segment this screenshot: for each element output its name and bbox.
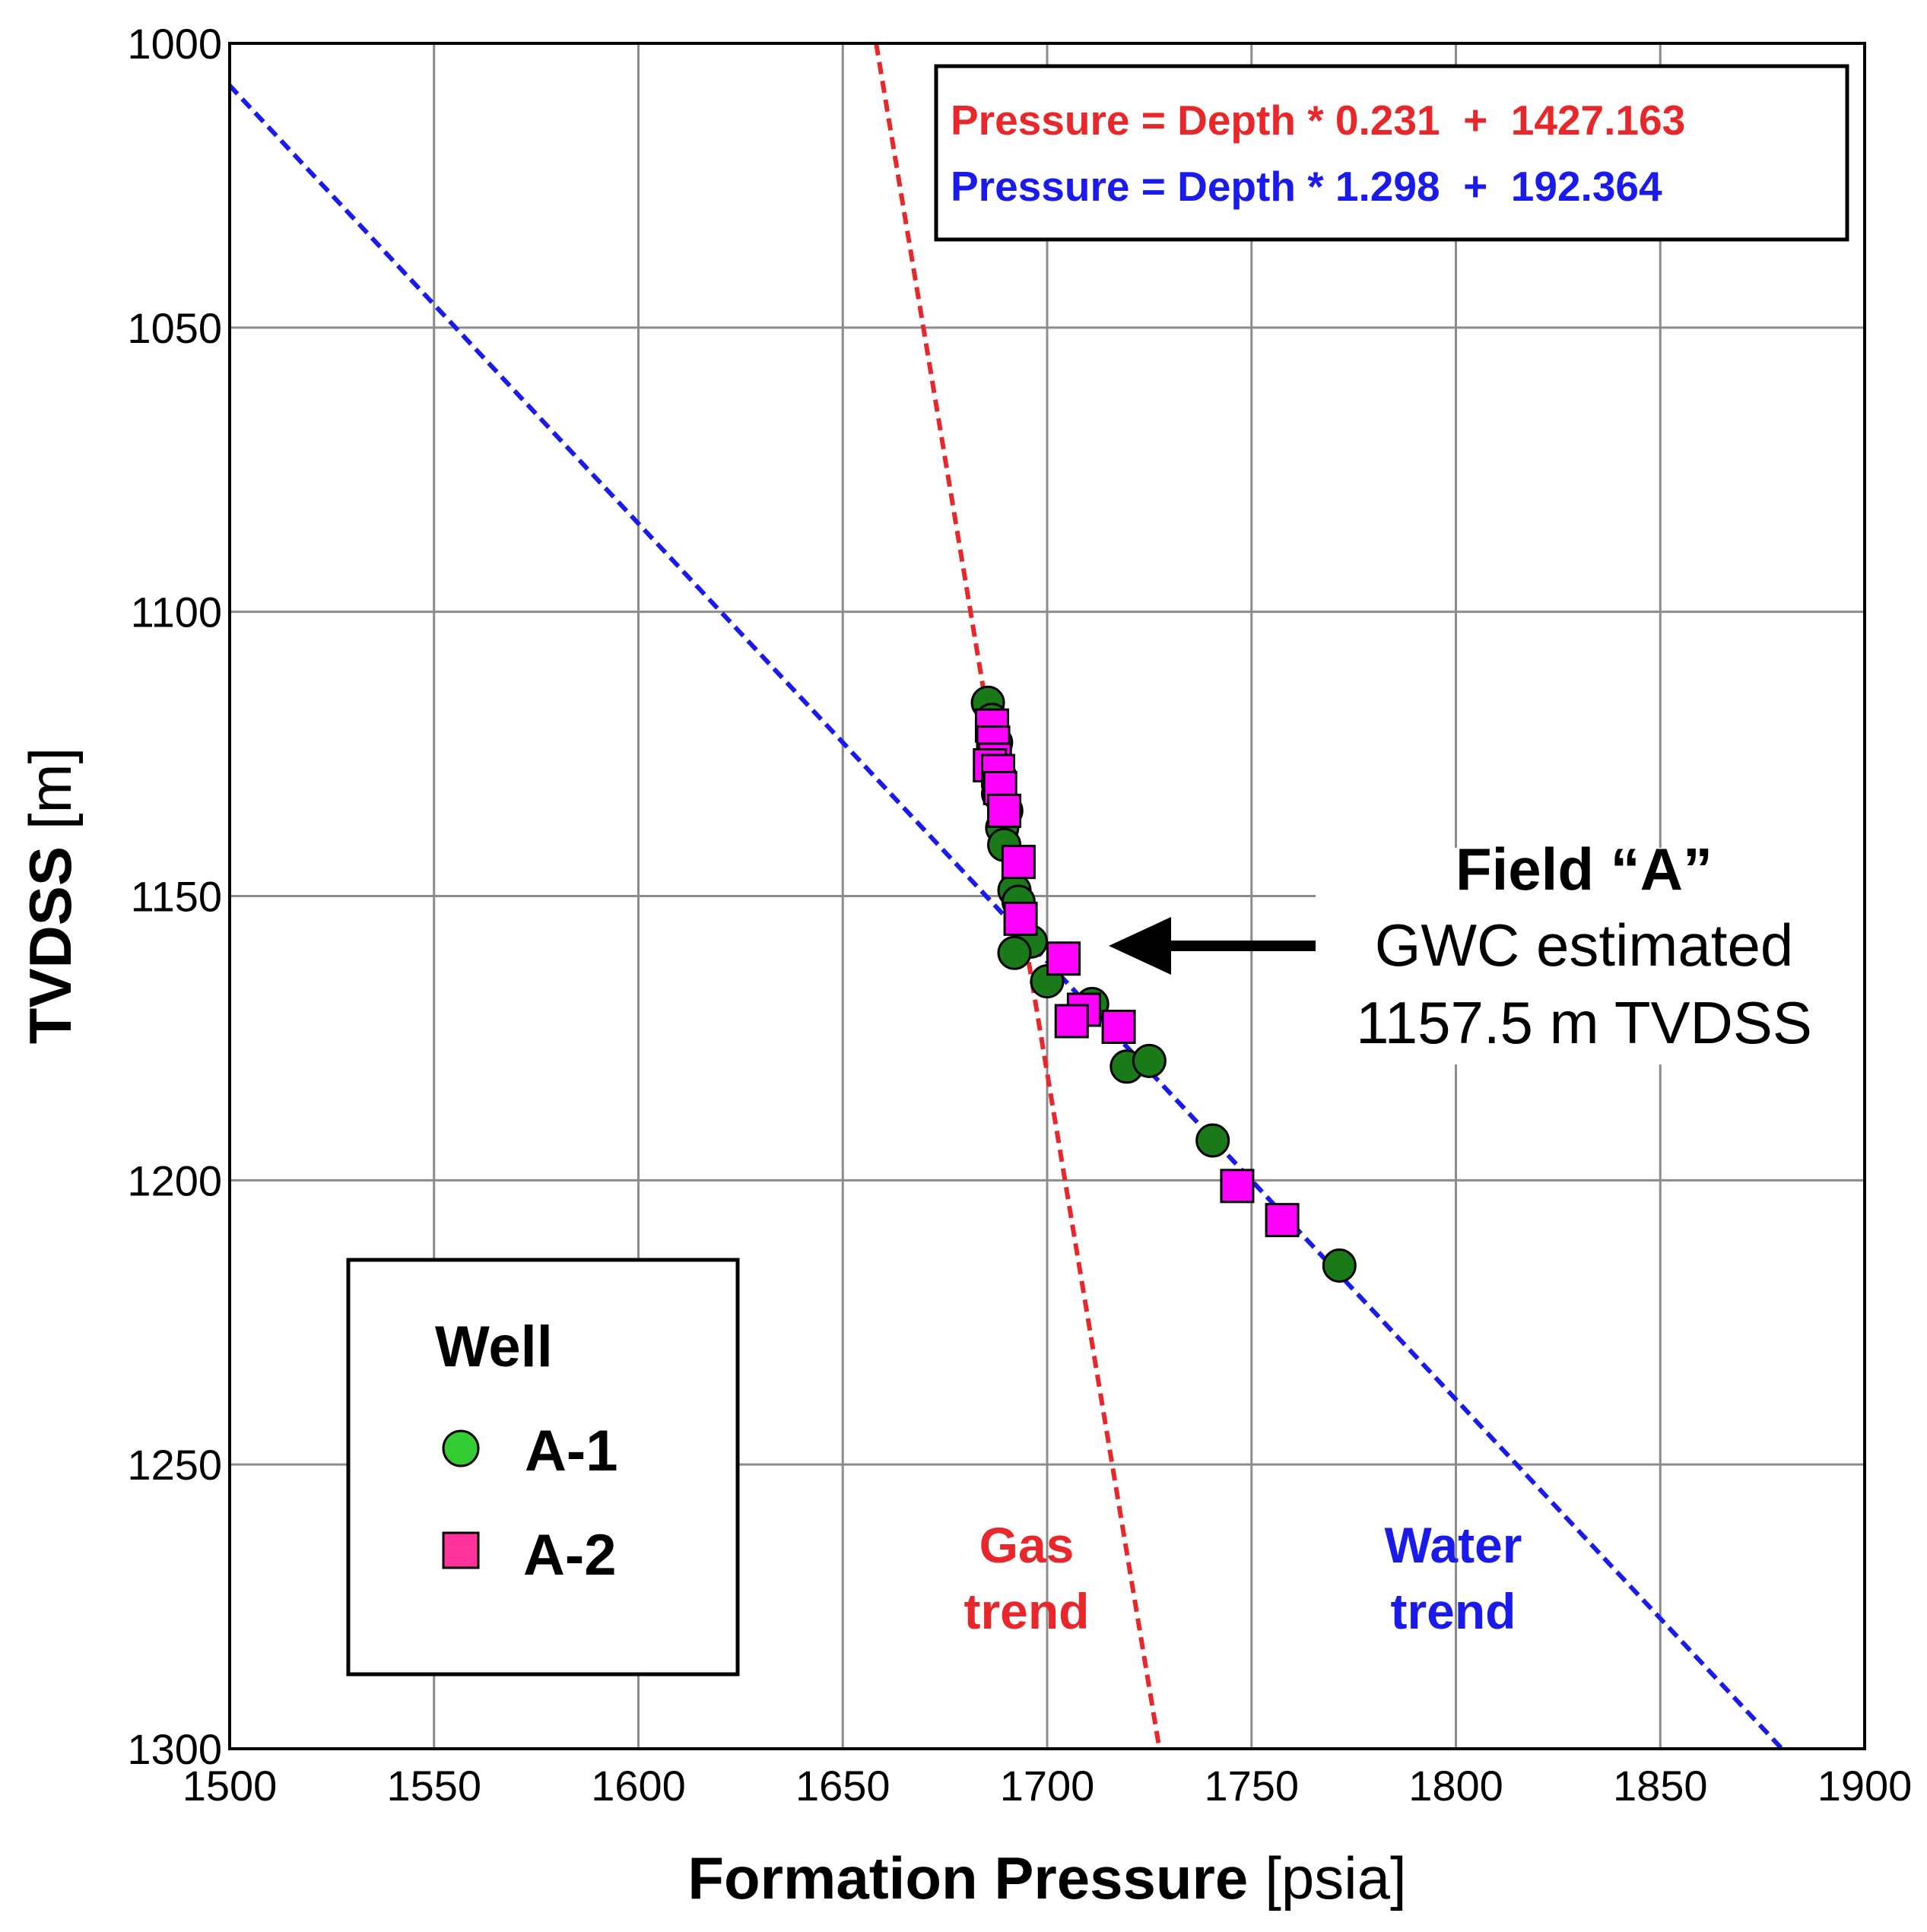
- annotation-backdrop: [1316, 848, 1863, 1064]
- tick-labels: 1500 1550 1600 1650 1700 1750 1800 1850 1900 1000…: [127, 20, 1912, 1810]
- data-points: [970, 685, 1357, 1283]
- x-tick-label: 1650: [795, 1762, 890, 1810]
- a2-point: [1003, 901, 1038, 936]
- legend-frame: [346, 1258, 740, 1677]
- annotation-arrow-head: [1109, 917, 1171, 975]
- a1-point: [997, 935, 1032, 970]
- y-axis-title-main: TVDSS: [17, 846, 84, 1044]
- water-trend-line: [230, 82, 1784, 1749]
- x-tick-label: 1750: [1204, 1762, 1299, 1810]
- x-tick-label: 1800: [1408, 1762, 1503, 1810]
- gas-trend-label-line1: Gas: [979, 1517, 1075, 1573]
- a1-point: [1132, 1043, 1167, 1078]
- legend-a2-marker: [442, 1531, 480, 1569]
- y-axis-title-unit: [m]: [17, 747, 84, 830]
- gas-equation: Pressure = Depth * 0.231 + 1427.163: [951, 97, 1685, 144]
- x-axis-title-main: Formation Pressure: [687, 1845, 1248, 1911]
- plot-frame: [228, 42, 1866, 1750]
- a2-point: [1220, 1169, 1255, 1204]
- a2-point: [1046, 941, 1081, 976]
- legend-a1-label: A-1: [525, 1419, 617, 1483]
- y-axis-title: TVDSS [m]: [17, 747, 84, 1044]
- gwc-annotation: Field “A” GWC estimated 1157.5 m TVDSS: [1109, 836, 1863, 1064]
- x-tick-label: 1900: [1817, 1762, 1913, 1810]
- x-tick-label: 1700: [1000, 1762, 1095, 1810]
- x-tick-label: 1550: [386, 1762, 481, 1810]
- y-tick-label: 1300: [127, 1725, 222, 1773]
- trend-labels: Gas trend Water trend: [964, 1517, 1522, 1639]
- x-tick-label: 1500: [183, 1762, 278, 1810]
- a2-point: [1054, 1004, 1089, 1039]
- x-tick-label: 1850: [1613, 1762, 1708, 1810]
- legend: Well A-1 A-2: [346, 1258, 740, 1677]
- y-tick-label: 1100: [131, 588, 222, 636]
- x-axis-title: Formation Pressure [psia]: [687, 1845, 1406, 1911]
- y-tick-label: 1250: [127, 1441, 222, 1489]
- water-equation: Pressure = Depth * 1.298 + 192.364: [951, 163, 1662, 210]
- a2-point: [1101, 1009, 1136, 1044]
- equation-box-frame: [934, 64, 1849, 242]
- a1-point: [1322, 1248, 1357, 1283]
- y-tick-label: 1050: [127, 304, 222, 352]
- legend-a1-marker: [442, 1429, 480, 1467]
- a1-point: [1195, 1123, 1230, 1158]
- y-tick-label: 1000: [127, 20, 222, 68]
- x-axis-title-unit: [psia]: [1265, 1845, 1406, 1911]
- water-trend-label-line2: trend: [1391, 1583, 1516, 1639]
- annotation-title: Field “A”: [1456, 836, 1713, 903]
- annotation-line3: 1157.5 m TVDSS: [1356, 989, 1812, 1056]
- legend-title: Well: [435, 1315, 553, 1379]
- gas-trend-label-line2: trend: [964, 1583, 1090, 1639]
- equation-box: Pressure = Depth * 0.231 + 1427.163 Pres…: [934, 64, 1849, 242]
- a2-point: [1001, 845, 1036, 880]
- x-tick-label: 1600: [591, 1762, 686, 1810]
- y-tick-label: 1150: [131, 873, 222, 921]
- a2-point: [1265, 1203, 1300, 1238]
- annotation-line2: GWC estimated: [1375, 912, 1793, 979]
- y-tick-label: 1200: [127, 1156, 222, 1204]
- water-trend-label-line1: Water: [1385, 1517, 1522, 1573]
- a2-point: [987, 793, 1022, 828]
- legend-a2-label: A-2: [523, 1523, 616, 1588]
